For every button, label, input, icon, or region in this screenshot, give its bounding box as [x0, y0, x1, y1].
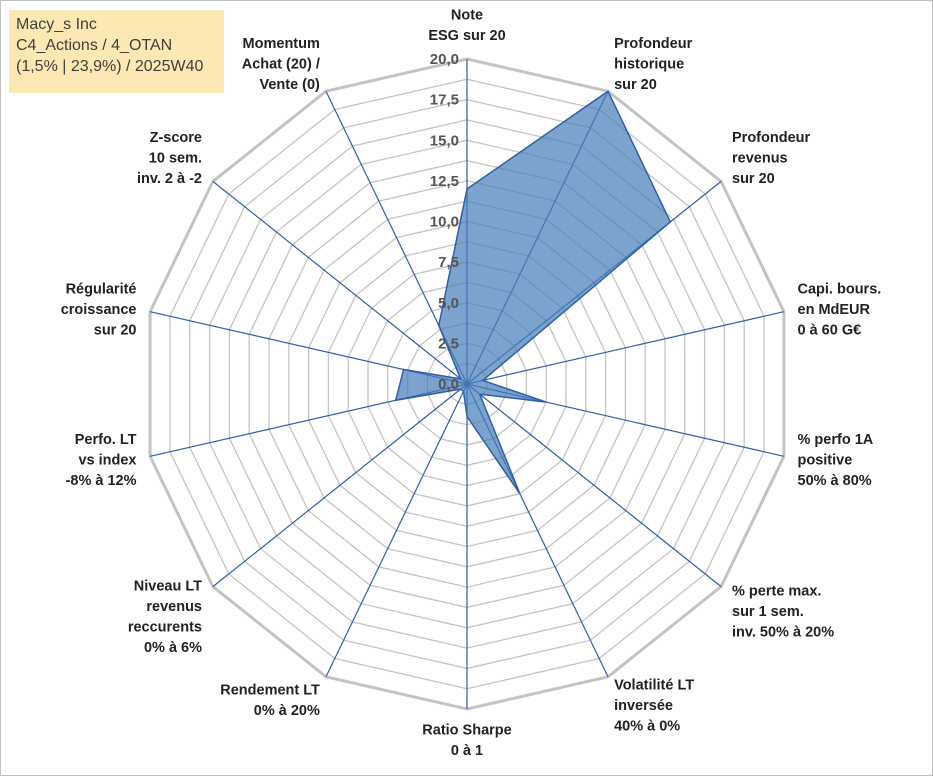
axis-label: Capi. bours. en MdEUR 0 à 60 G€ — [798, 281, 882, 338]
series-area — [394, 90, 672, 495]
axis-label: Profondeur historique sur 20 — [614, 36, 692, 93]
tick-label: 17,5 — [430, 92, 459, 109]
tick-label: 7,5 — [438, 254, 459, 271]
tick-label: 12,5 — [430, 173, 459, 190]
axis-label: Z-score 10 sem. inv. 2 à -2 — [137, 130, 202, 187]
axis-label: Ratio Sharpe 0 à 1 — [422, 723, 511, 760]
axis-spoke — [466, 311, 785, 385]
tick-label: 20,0 — [430, 51, 459, 68]
axis-spoke — [212, 180, 468, 385]
axis-label: % perfo 1A positive 50% à 80% — [798, 432, 874, 489]
info-box: Macy_s Inc C4_Actions / 4_OTAN (1,5% | 2… — [9, 10, 224, 93]
axis-label: % perte max. sur 1 sem. inv. 50% à 20% — [732, 584, 834, 641]
axis-label: Régularité croissance sur 20 — [61, 281, 137, 338]
info-company: Macy_s Inc — [16, 16, 97, 33]
axis-label: Niveau LT revenus reccurents 0% à 6% — [128, 578, 202, 656]
axis-label: Momentum Achat (20) / Vente (0) — [242, 36, 320, 93]
axis-label: Perfo. LT vs index -8% à 12% — [66, 432, 137, 489]
axis-label: Volatilité LT inversée 40% à 0% — [614, 678, 694, 735]
radar-series — [394, 90, 672, 495]
axis-label: Note ESG sur 20 — [428, 8, 505, 45]
tick-label: 10,0 — [430, 214, 459, 231]
axis-label: Profondeur revenus sur 20 — [732, 130, 810, 187]
tick-label: 2,5 — [438, 335, 459, 352]
tick-label: 0,0 — [438, 376, 459, 393]
tick-label: 15,0 — [430, 132, 459, 149]
info-category: C4_Actions / 4_OTAN — [16, 37, 173, 54]
axis-spoke — [325, 383, 468, 678]
tick-label: 5,0 — [438, 295, 459, 312]
radar-axis-labels: Note ESG sur 20 Profondeur historique sur 20… — [61, 8, 882, 760]
axis-spoke — [466, 383, 722, 588]
info-period: (1,5% | 23,9%) / 2025W40 — [16, 58, 204, 75]
radar-tick-labels: 0,0 2,5 5,0 7,5 10,0 12,5 15,0 17,5 20,0 — [430, 51, 459, 393]
axis-spoke — [212, 383, 468, 588]
axis-label: Rendement LT 0% à 20% — [220, 683, 320, 720]
